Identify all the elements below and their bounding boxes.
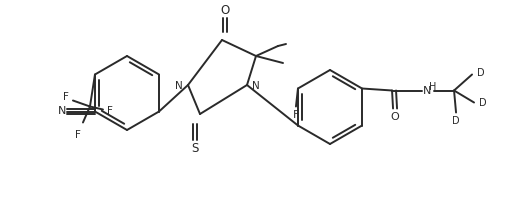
Text: S: S xyxy=(192,141,199,154)
Text: F: F xyxy=(75,130,81,139)
Text: F: F xyxy=(293,109,299,120)
Text: N: N xyxy=(175,81,183,91)
Text: O: O xyxy=(391,112,400,122)
Text: N: N xyxy=(252,81,260,91)
Text: N: N xyxy=(423,86,431,95)
Text: F: F xyxy=(107,107,113,116)
Text: F: F xyxy=(63,91,69,101)
Text: D: D xyxy=(452,116,460,126)
Text: D: D xyxy=(477,69,485,78)
Text: H: H xyxy=(429,82,436,93)
Text: D: D xyxy=(479,99,487,109)
Text: O: O xyxy=(221,4,229,17)
Text: N: N xyxy=(58,107,66,116)
